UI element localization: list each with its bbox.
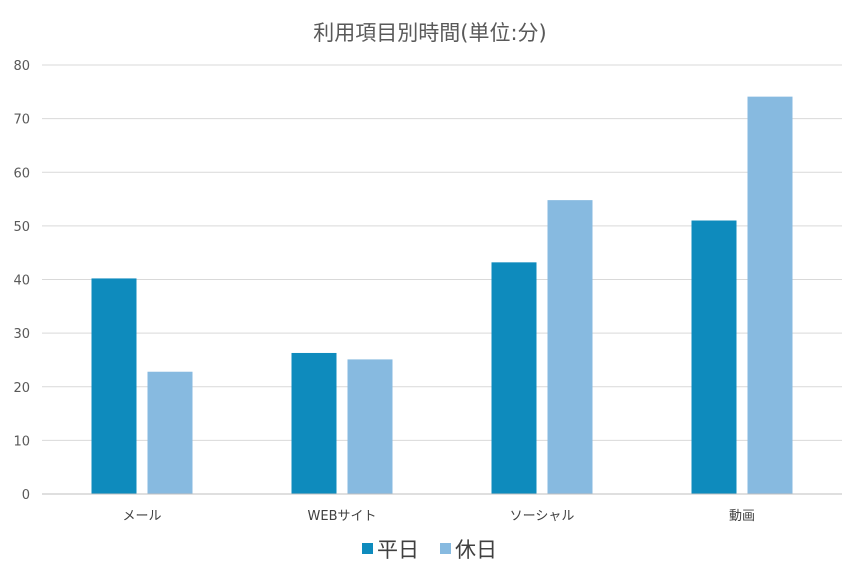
y-axis-ticks: 0 10 20 30 40 50 60 70 80 [13,59,30,503]
y-tick-label: 0 [22,488,30,503]
bar-weekday-3 [691,220,737,494]
y-tick-label: 50 [13,220,30,235]
y-tick-label: 80 [13,59,30,74]
x-category-label: ソーシャル [510,509,575,524]
bar-holiday-3 [747,96,793,495]
y-tick-label: 40 [13,274,30,289]
x-category-label: メール [122,509,161,524]
legend-swatch [440,543,451,554]
bar-holiday-1 [347,359,393,494]
bar-weekday-1 [291,352,337,494]
y-tick-label: 10 [13,434,30,449]
chart-title: 利用項目別時間(単位:分) [313,21,546,45]
y-tick-label: 20 [13,381,30,396]
y-tick-label: 70 [13,113,30,128]
legend-label: 平日 [377,538,419,562]
bar-weekday-2 [491,262,537,494]
y-tick-label: 60 [13,166,30,181]
bars [91,96,793,495]
y-tick-label: 30 [13,327,30,342]
x-axis-categories: メール WEBサイト ソーシャル 動画 [122,509,755,524]
bar-holiday-2 [547,200,593,494]
legend-swatch [362,543,373,554]
x-category-label: 動画 [729,509,755,524]
x-category-label: WEBサイト [308,509,377,524]
legend-label: 休日 [455,538,497,562]
legend: 平日 休日 [362,538,497,562]
bar-holiday-0 [147,371,193,494]
bar-weekday-0 [91,278,137,494]
